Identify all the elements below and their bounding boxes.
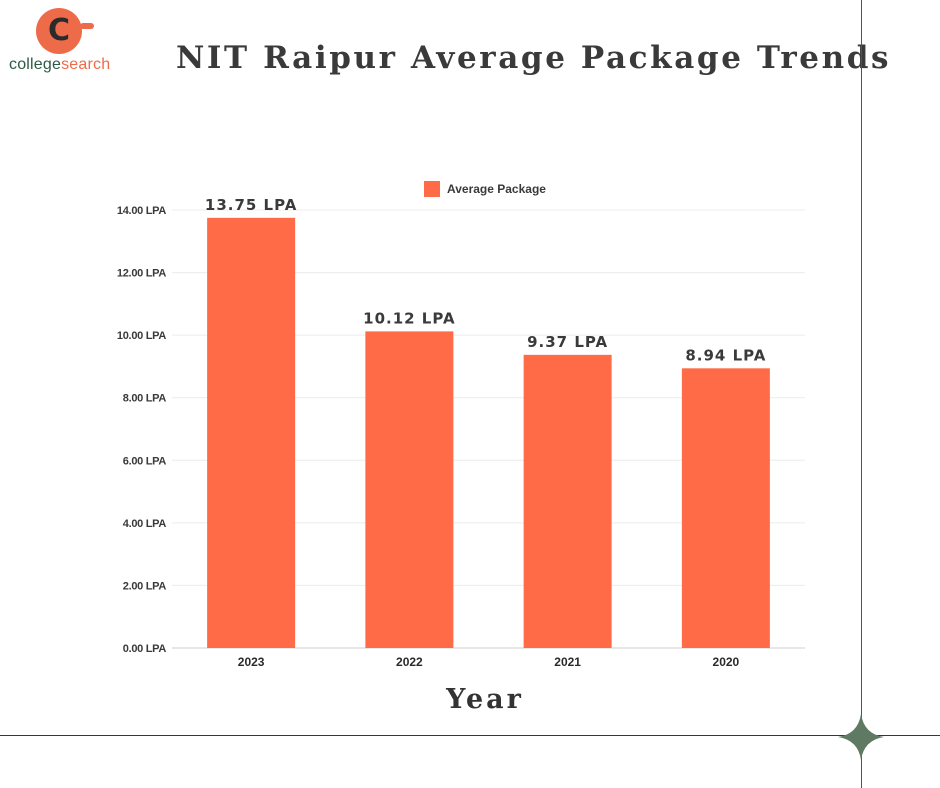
horizontal-divider (0, 735, 940, 736)
y-tick-label: 14.00 LPA (117, 205, 166, 217)
x-axis-title: Year (445, 684, 524, 715)
y-tick-label: 12.00 LPA (117, 268, 166, 280)
logo-letter: C (47, 13, 71, 48)
x-tick-label: 2023 (238, 655, 265, 669)
y-tick-label: 2.00 LPA (123, 580, 167, 592)
page-title: NIT Raipur Average Package Trends (176, 40, 892, 76)
y-tick-label: 0.00 LPA (123, 643, 167, 655)
y-tick-label: 10.00 LPA (117, 330, 166, 342)
data-label: 8.94 LPA (685, 346, 766, 364)
data-label: 9.37 LPA (527, 333, 608, 351)
y-tick-label: 6.00 LPA (123, 455, 167, 467)
bar (365, 331, 454, 648)
bar (523, 354, 612, 648)
logo-handle (80, 23, 94, 29)
brand-name-part1: college (9, 56, 62, 73)
legend-label: Average Package (447, 182, 546, 196)
legend-swatch (424, 181, 440, 197)
bar (681, 368, 770, 648)
y-tick-label: 4.00 LPA (123, 518, 167, 530)
vertical-divider (861, 0, 862, 788)
data-label: 13.75 LPA (205, 196, 297, 214)
four-point-star-icon (838, 714, 884, 760)
brand-name: collegesearch (9, 56, 110, 74)
bar (207, 217, 296, 649)
x-tick-label: 2021 (554, 655, 581, 669)
y-tick-label: 8.00 LPA (123, 393, 167, 405)
x-tick-label: 2022 (396, 655, 423, 669)
brand-name-part2: search (61, 56, 111, 73)
data-label: 10.12 LPA (363, 309, 455, 327)
brand-logo-icon: C (36, 8, 82, 54)
x-tick-label: 2020 (713, 655, 740, 669)
